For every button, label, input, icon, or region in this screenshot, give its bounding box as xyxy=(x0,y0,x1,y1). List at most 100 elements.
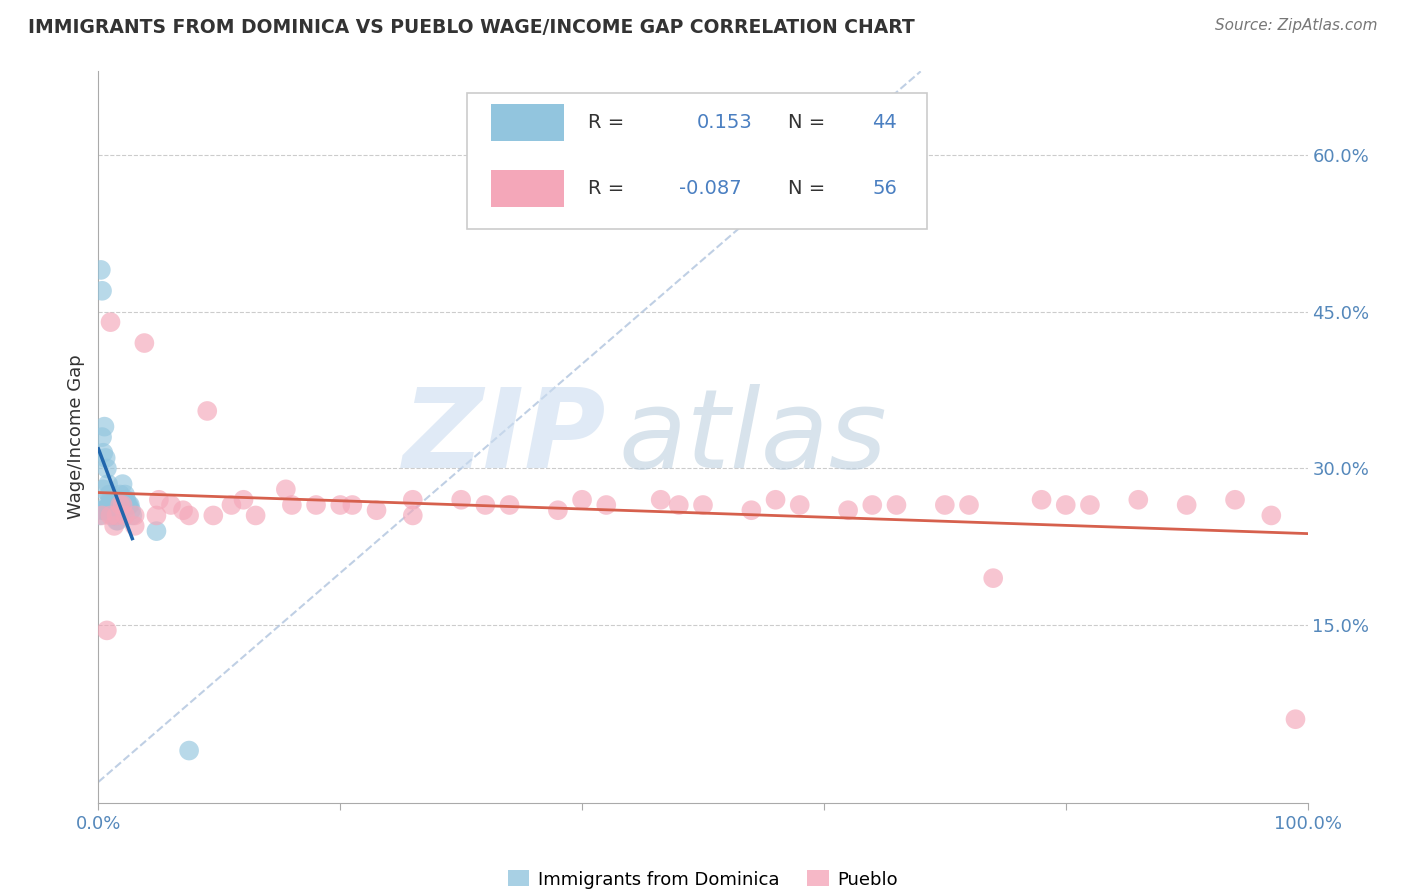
Point xyxy=(366,503,388,517)
Point xyxy=(103,503,125,517)
Point xyxy=(112,492,135,507)
Point xyxy=(668,498,690,512)
Text: R =: R = xyxy=(588,113,631,132)
Point xyxy=(108,498,131,512)
Point xyxy=(179,508,201,523)
Point xyxy=(934,498,956,512)
Point xyxy=(650,492,672,507)
Point xyxy=(740,503,762,517)
Text: N =: N = xyxy=(787,113,831,132)
Point xyxy=(91,284,114,298)
Point xyxy=(221,498,243,512)
Point xyxy=(101,508,124,523)
Point xyxy=(96,461,118,475)
Point xyxy=(97,477,120,491)
Point xyxy=(571,492,593,507)
Point xyxy=(89,508,111,523)
Text: 44: 44 xyxy=(872,113,897,132)
Point xyxy=(94,503,117,517)
Point xyxy=(402,492,425,507)
Point xyxy=(450,492,472,507)
Point xyxy=(114,508,136,523)
Point xyxy=(886,498,908,512)
Point xyxy=(108,487,131,501)
Point xyxy=(100,315,122,329)
Point xyxy=(93,503,115,517)
Point xyxy=(107,514,129,528)
Point xyxy=(329,498,352,512)
Point xyxy=(1054,498,1077,512)
Bar xyxy=(492,104,564,141)
Point xyxy=(91,508,114,523)
Point xyxy=(1128,492,1150,507)
Point xyxy=(1284,712,1306,726)
Point xyxy=(547,503,569,517)
Text: N =: N = xyxy=(787,179,831,198)
Point xyxy=(124,508,146,523)
Point xyxy=(1031,492,1053,507)
Point xyxy=(121,508,143,523)
Point xyxy=(111,498,134,512)
Point xyxy=(110,503,132,517)
Point xyxy=(692,498,714,512)
Point xyxy=(145,508,167,523)
Point xyxy=(1175,498,1198,512)
Text: Source: ZipAtlas.com: Source: ZipAtlas.com xyxy=(1215,18,1378,33)
Point xyxy=(1260,508,1282,523)
Point xyxy=(105,508,128,523)
Point xyxy=(104,503,127,517)
Point xyxy=(402,508,425,523)
Point xyxy=(103,519,125,533)
Point xyxy=(281,498,304,512)
Point xyxy=(134,336,156,351)
Point xyxy=(100,498,122,512)
Point xyxy=(108,503,131,517)
Text: -0.087: -0.087 xyxy=(679,179,741,198)
Point xyxy=(595,498,617,512)
Point xyxy=(118,498,141,512)
Point xyxy=(118,498,141,512)
Point xyxy=(305,498,328,512)
Point xyxy=(145,524,167,538)
Point xyxy=(120,503,142,517)
Point xyxy=(195,404,218,418)
Point xyxy=(93,419,115,434)
Text: ZIP: ZIP xyxy=(402,384,606,491)
Point xyxy=(100,498,122,512)
Point xyxy=(105,508,128,523)
Point xyxy=(96,498,118,512)
Text: R =: R = xyxy=(588,179,631,198)
Point xyxy=(765,492,787,507)
Point xyxy=(100,508,122,523)
Point xyxy=(103,508,125,523)
Point xyxy=(342,498,364,512)
Point xyxy=(160,498,183,512)
Point xyxy=(98,487,121,501)
Legend: Immigrants from Dominica, Pueblo: Immigrants from Dominica, Pueblo xyxy=(501,863,905,892)
Point xyxy=(274,483,297,497)
Point xyxy=(498,498,520,512)
Point xyxy=(91,483,114,497)
Point xyxy=(111,477,134,491)
Point xyxy=(1223,492,1246,507)
Text: atlas: atlas xyxy=(619,384,887,491)
Point xyxy=(789,498,811,512)
Point xyxy=(172,503,194,517)
Point xyxy=(91,446,114,460)
Point xyxy=(91,503,114,517)
Point xyxy=(114,487,136,501)
Point xyxy=(1078,498,1101,512)
Point xyxy=(105,514,128,528)
Point xyxy=(101,498,124,512)
Point xyxy=(100,492,122,507)
Point xyxy=(981,571,1004,585)
Y-axis label: Wage/Income Gap: Wage/Income Gap xyxy=(67,355,86,519)
Point xyxy=(245,508,267,523)
Point xyxy=(96,624,118,638)
Point xyxy=(98,498,121,512)
Point xyxy=(837,503,859,517)
Point xyxy=(957,498,980,512)
Point xyxy=(91,503,114,517)
Point xyxy=(474,498,496,512)
Point xyxy=(97,503,120,517)
